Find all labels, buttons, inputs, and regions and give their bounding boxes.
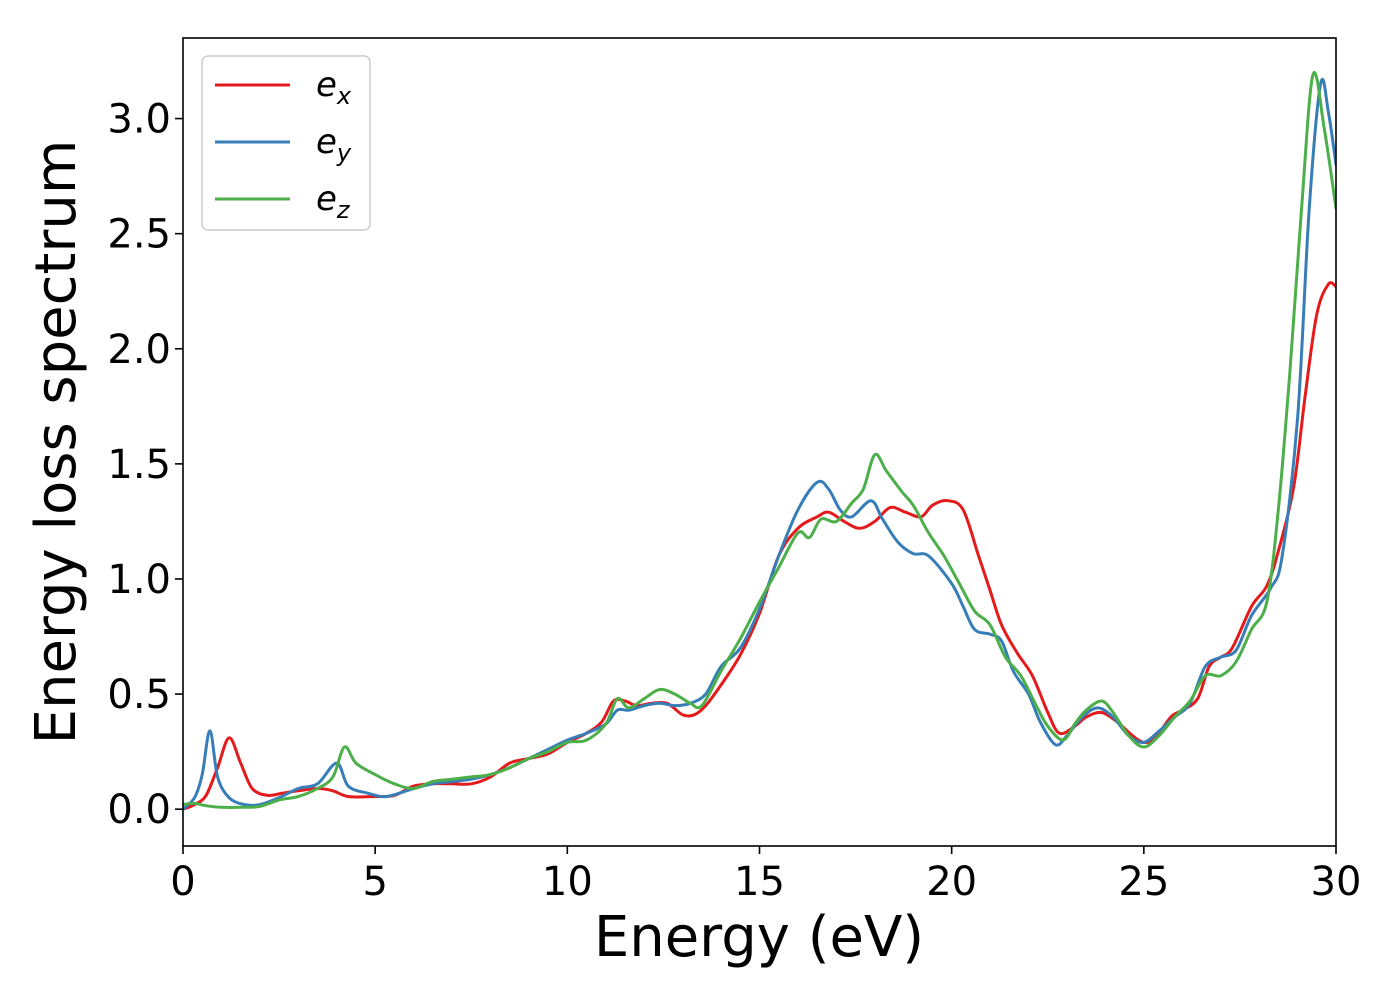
- series-line-ez: [183, 70, 1336, 809]
- legend-label-ez: ez: [316, 179, 351, 224]
- y-tick-label: 2.5: [107, 212, 171, 258]
- y-tick-label: 1.0: [107, 557, 171, 603]
- axis-ticks: 0 5 10 15 20 25 30 0.0 0.5 1.0 1.5 2.0 2.5 3.0: [107, 97, 1361, 905]
- y-tick-label: 3.0: [107, 97, 171, 143]
- x-tick-label: 15: [734, 859, 785, 905]
- y-axis-label: Energy loss spectrum: [24, 140, 89, 745]
- x-tick-label: 0: [170, 859, 195, 905]
- y-tick-label: 0.5: [107, 672, 171, 718]
- series-line-ey: [183, 77, 1336, 811]
- legend: ex ey ez: [201, 55, 371, 231]
- x-tick-label: 20: [926, 859, 977, 905]
- x-tick-label: 10: [542, 859, 593, 905]
- y-tick-label: 1.5: [107, 442, 171, 488]
- y-tick-label: 0.0: [107, 787, 171, 833]
- series-lines: [183, 70, 1336, 811]
- x-axis-label: Energy (eV): [594, 905, 924, 970]
- x-tick-label: 30: [1311, 859, 1362, 905]
- x-tick-label: 25: [1118, 859, 1169, 905]
- y-tick-label: 2.0: [107, 327, 171, 373]
- legend-label-ey: ey: [316, 122, 352, 167]
- x-tick-label: 5: [362, 859, 387, 905]
- legend-label-ex: ex: [316, 65, 352, 110]
